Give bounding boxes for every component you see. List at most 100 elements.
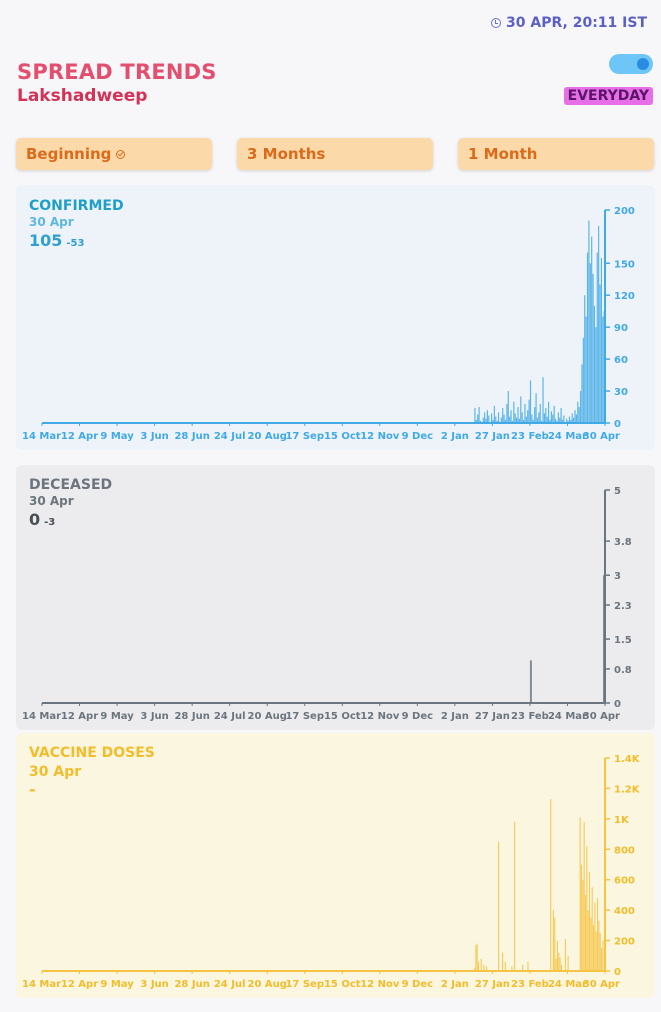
vaccine-bar[interactable] — [558, 952, 560, 971]
confirmed-bar[interactable] — [492, 419, 494, 423]
vaccine-bar[interactable] — [580, 864, 583, 972]
vaccine-bar[interactable] — [594, 902, 596, 971]
vaccine-bar[interactable] — [560, 964, 563, 971]
vaccine-bar[interactable] — [473, 967, 476, 971]
vaccine-bar[interactable] — [600, 948, 603, 971]
vaccine-bar[interactable] — [596, 897, 599, 971]
confirmed-bar[interactable] — [496, 420, 498, 423]
tab-1-month[interactable]: 1 Month — [458, 138, 654, 170]
confirmed-bar[interactable] — [552, 414, 554, 423]
vaccine-chart-panel[interactable]: 0 200 400 600 800 1K 1.2K 1.4K 14 Mar 12 Apr 9 May… — [16, 733, 655, 998]
confirmed-bar[interactable] — [559, 417, 561, 423]
confirmed-bar[interactable] — [524, 403, 526, 423]
vaccine-bar[interactable] — [480, 958, 482, 971]
vaccine-bar[interactable] — [555, 958, 557, 971]
vaccine-bar[interactable] — [556, 940, 558, 971]
confirmed-bar[interactable] — [513, 401, 515, 423]
vaccine-bar[interactable] — [498, 841, 500, 971]
confirmed-bar[interactable] — [591, 236, 593, 424]
confirmed-bar[interactable] — [506, 403, 508, 423]
confirmed-bar[interactable] — [574, 410, 576, 423]
vaccine-bar[interactable] — [583, 821, 585, 971]
confirmed-bar[interactable] — [510, 410, 512, 423]
confirmed-bar[interactable] — [514, 413, 516, 423]
confirmed-bar[interactable] — [553, 405, 555, 423]
confirmed-bar[interactable] — [598, 225, 600, 423]
confirmed-bar[interactable] — [577, 401, 579, 423]
confirmed-bar[interactable] — [517, 407, 519, 423]
vaccine-bar[interactable] — [590, 917, 592, 971]
confirmed-bar[interactable] — [575, 414, 577, 423]
confirmed-bar[interactable] — [593, 305, 596, 423]
confirmed-bar[interactable] — [568, 416, 571, 423]
confirmed-bar[interactable] — [529, 380, 532, 423]
confirmed-bar[interactable] — [500, 417, 502, 423]
confirmed-bar[interactable] — [522, 419, 525, 423]
confirmed-bar[interactable] — [477, 414, 479, 423]
vaccine-bar[interactable] — [586, 846, 588, 971]
everyday-badge[interactable]: EVERYDAY — [563, 87, 653, 105]
confirmed-bar[interactable] — [484, 412, 486, 423]
confirmed-bar[interactable] — [543, 413, 546, 423]
confirmed-bar[interactable] — [507, 391, 509, 423]
confirmed-bar[interactable] — [563, 415, 565, 423]
vaccine-bar[interactable] — [602, 940, 604, 971]
confirmed-bar[interactable] — [578, 407, 580, 423]
vaccine-bar[interactable] — [588, 872, 591, 971]
confirmed-bar[interactable] — [532, 419, 534, 423]
confirmed-bar[interactable] — [566, 418, 568, 423]
confirmed-bar[interactable] — [548, 401, 550, 423]
confirmed-bar[interactable] — [535, 393, 537, 423]
confirmed-bar[interactable] — [482, 417, 484, 423]
confirmed-bar[interactable] — [521, 412, 523, 423]
confirmed-bar[interactable] — [570, 419, 572, 423]
confirmed-bar[interactable] — [541, 420, 543, 423]
vaccine-bar[interactable] — [522, 964, 524, 971]
confirmed-bar[interactable] — [581, 364, 583, 423]
confirmed-bar[interactable] — [511, 420, 514, 423]
confirmed-bar[interactable] — [539, 403, 541, 423]
confirmed-bar[interactable] — [561, 419, 564, 423]
confirmed-bar[interactable] — [497, 412, 500, 423]
confirmed-bar[interactable] — [518, 418, 520, 423]
confirmed-bar[interactable] — [520, 396, 522, 424]
confirmed-bar[interactable] — [502, 408, 504, 423]
confirmed-bar[interactable] — [495, 416, 497, 423]
confirmed-bar[interactable] — [586, 252, 589, 423]
confirmed-bar[interactable] — [554, 418, 557, 423]
confirmed-bar[interactable] — [491, 413, 493, 423]
confirmed-bar[interactable] — [573, 417, 575, 423]
vaccine-bar[interactable] — [511, 966, 513, 971]
vaccine-bar[interactable] — [514, 821, 516, 971]
confirmed-bar[interactable] — [585, 316, 587, 424]
vaccine-bar[interactable] — [564, 939, 567, 971]
vaccine-bar[interactable] — [485, 966, 488, 971]
vaccine-bar[interactable] — [552, 910, 554, 971]
confirmed-bar[interactable] — [478, 407, 480, 423]
vaccine-bar[interactable] — [592, 925, 595, 971]
confirmed-bar[interactable] — [600, 257, 603, 423]
confirmed-bar[interactable] — [550, 411, 552, 423]
confirmed-bar[interactable] — [567, 420, 569, 423]
vaccine-bar[interactable] — [579, 817, 581, 971]
confirmed-bar[interactable] — [596, 252, 598, 423]
vaccine-bar[interactable] — [587, 910, 589, 971]
vaccine-bar[interactable] — [502, 952, 504, 971]
vaccine-bar[interactable] — [582, 879, 584, 971]
vaccine-bar[interactable] — [599, 932, 601, 971]
vaccine-bar[interactable] — [550, 799, 552, 971]
confirmed-bar[interactable] — [536, 417, 539, 423]
confirmed-bar[interactable] — [503, 414, 505, 423]
confirmed-bar[interactable] — [546, 416, 548, 423]
confirmed-bar[interactable] — [528, 399, 530, 423]
confirmed-bar[interactable] — [479, 420, 482, 423]
confirmed-bar[interactable] — [588, 220, 590, 423]
confirmed-bar[interactable] — [525, 416, 527, 423]
confirmed-bar[interactable] — [485, 418, 487, 423]
confirmed-bar[interactable] — [579, 391, 582, 423]
confirmed-bar[interactable] — [493, 405, 495, 423]
confirmed-bar[interactable] — [504, 419, 507, 423]
tab-beginning[interactable]: Beginning — [16, 138, 212, 170]
vaccine-bar[interactable] — [595, 931, 597, 971]
confirmed-bar[interactable] — [542, 377, 544, 423]
